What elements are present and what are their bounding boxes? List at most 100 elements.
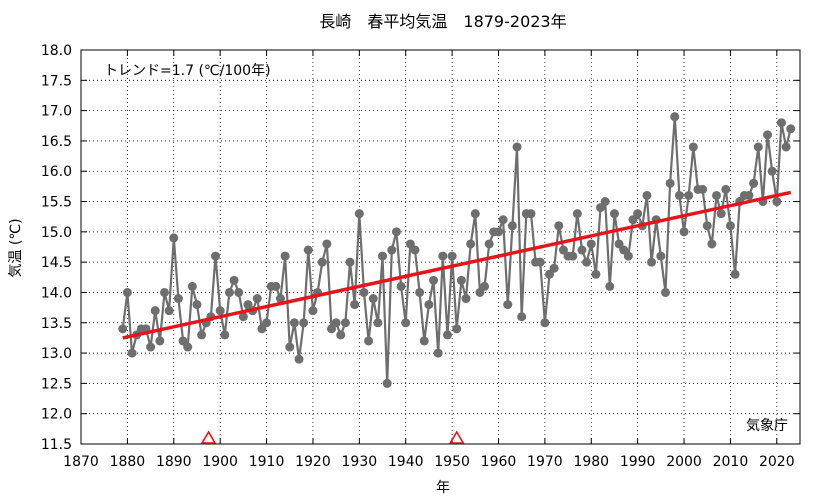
data-point (146, 342, 156, 352)
data-point (294, 354, 304, 364)
data-point (767, 166, 777, 176)
y-tick-label: 16.0 (41, 164, 72, 180)
data-point (786, 124, 796, 134)
data-point (118, 324, 128, 334)
data-point (159, 287, 169, 297)
y-tick-label: 13.0 (41, 346, 72, 362)
data-point (350, 300, 360, 310)
x-tick-label: 1940 (388, 454, 424, 470)
x-tick-label: 1930 (342, 454, 378, 470)
data-point (721, 184, 731, 194)
data-point (419, 336, 429, 346)
data-point (642, 190, 652, 200)
data-point (730, 269, 740, 279)
data-point (229, 275, 239, 285)
x-tick-label: 1970 (527, 454, 563, 470)
data-point (702, 221, 712, 231)
data-point (183, 342, 193, 352)
x-tick-label: 1900 (202, 454, 238, 470)
data-point (285, 342, 295, 352)
data-point (684, 190, 694, 200)
source-label: 気象庁 (746, 418, 788, 434)
data-point (498, 215, 508, 225)
data-point (308, 306, 318, 316)
data-point (600, 197, 610, 207)
x-tick-label: 1960 (481, 454, 517, 470)
y-tick-label: 12.5 (41, 376, 72, 392)
chart-title: 長崎 春平均気温 1879-2023年 (319, 12, 566, 31)
data-point (220, 330, 230, 340)
data-point (772, 197, 782, 207)
data-point (373, 318, 383, 328)
data-point (169, 233, 179, 243)
y-tick-label: 15.5 (41, 195, 72, 211)
data-point (586, 239, 596, 249)
data-point (415, 287, 425, 297)
data-point (763, 130, 773, 140)
data-point (262, 318, 272, 328)
series-line (121, 116, 792, 384)
data-point (623, 251, 633, 261)
data-point (289, 318, 299, 328)
y-tick-label: 15.0 (41, 225, 72, 241)
data-point (480, 281, 490, 291)
trend-layer (122, 190, 792, 340)
data-point (317, 257, 327, 267)
data-point (234, 287, 244, 297)
grid-lines (80, 49, 800, 445)
data-point (507, 221, 517, 231)
y-tick-label: 13.5 (41, 316, 72, 332)
marker-layer (200, 430, 465, 444)
x-tick-label: 1920 (295, 454, 331, 470)
data-point (378, 251, 388, 261)
y-axis-label: 気温 (℃) (8, 218, 24, 277)
data-point (387, 245, 397, 255)
data-point (215, 306, 225, 316)
data-point (707, 239, 717, 249)
data-point (173, 294, 183, 304)
data-point (725, 221, 735, 231)
data-point (164, 306, 174, 316)
x-tick-label: 1910 (249, 454, 285, 470)
data-point (568, 251, 578, 261)
data-point (322, 239, 332, 249)
x-tick-label: 1890 (156, 454, 192, 470)
y-tick-label: 18.0 (41, 43, 72, 59)
trend-line (122, 190, 792, 340)
data-point (461, 294, 471, 304)
data-point (211, 251, 221, 261)
data-point (336, 330, 346, 340)
data-point (712, 190, 722, 200)
x-tick-label: 1880 (110, 454, 146, 470)
data-point (127, 348, 137, 358)
data-point (368, 294, 378, 304)
y-tick-label: 16.5 (41, 134, 72, 150)
data-point (150, 306, 160, 316)
data-point (512, 142, 522, 152)
data-point (271, 281, 281, 291)
data-point (674, 190, 684, 200)
data-point (466, 239, 476, 249)
data-point (535, 257, 545, 267)
data-point (679, 227, 689, 237)
x-axis-label: 年 (436, 480, 450, 496)
y-tick-label: 14.0 (41, 285, 72, 301)
data-point (749, 178, 759, 188)
data-point (517, 312, 527, 322)
y-tick-label: 11.5 (41, 437, 72, 453)
data-point (605, 281, 615, 291)
data-point (572, 209, 582, 219)
x-tick-label: 2010 (713, 454, 749, 470)
station-change-marker (448, 430, 465, 444)
y-tick-label: 14.5 (41, 255, 72, 271)
data-point (503, 300, 513, 310)
plot-area-frame (80, 49, 801, 445)
data-point (433, 348, 443, 358)
data-point (647, 257, 657, 267)
data-point (753, 142, 763, 152)
data-point (275, 294, 285, 304)
data-point (609, 209, 619, 219)
data-point (540, 318, 550, 328)
data-point (354, 209, 364, 219)
